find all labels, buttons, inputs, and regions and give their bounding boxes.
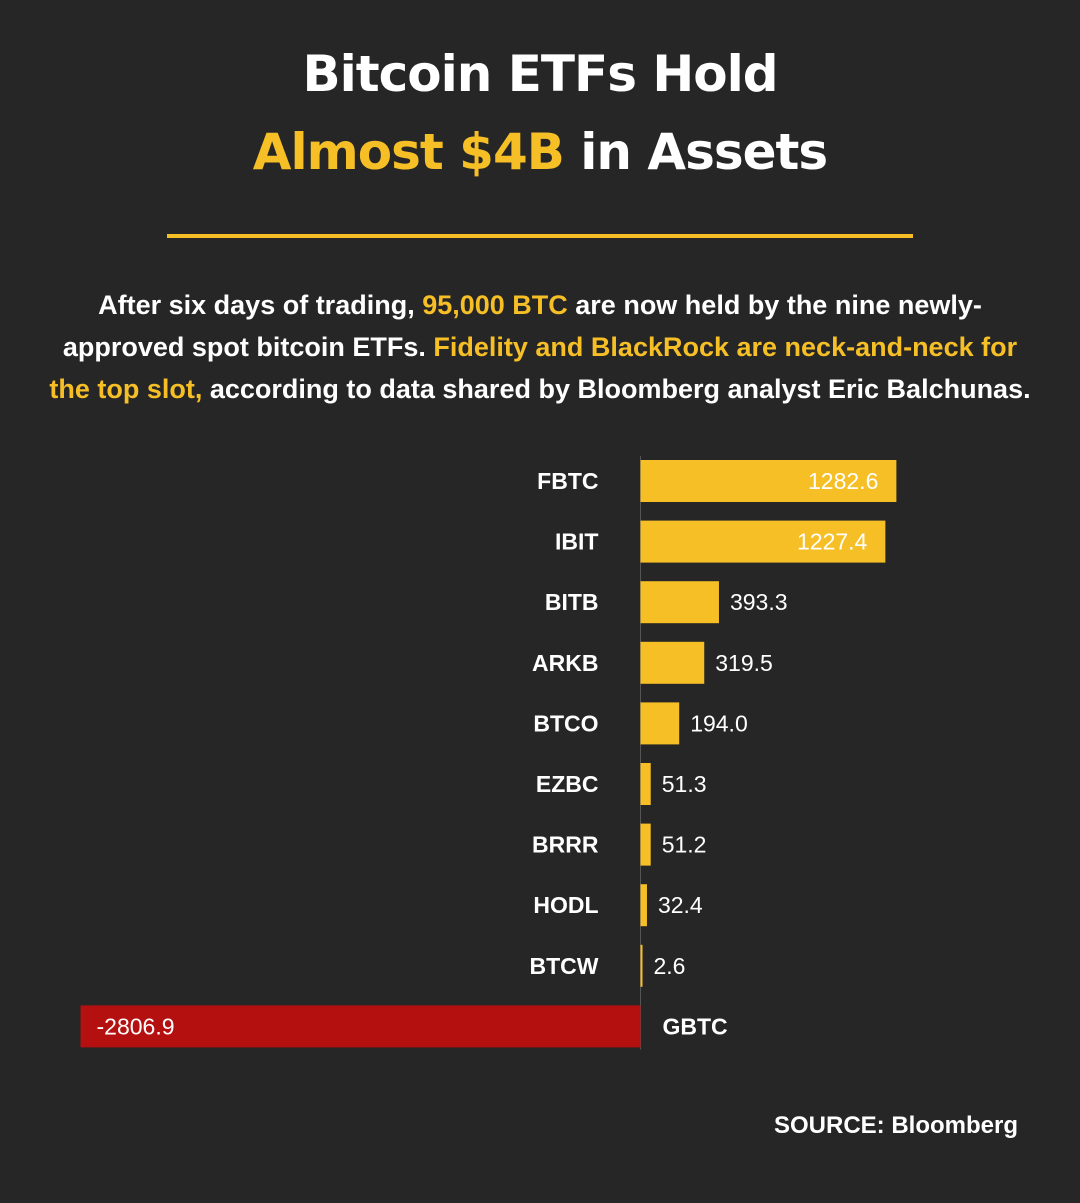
category-label-gbtc: GBTC — [663, 1013, 728, 1039]
category-label-fbtc: FBTC — [537, 468, 598, 494]
bar-arkb — [640, 641, 705, 684]
source-credit: SOURCE: Bloomberg — [773, 1112, 1018, 1139]
intro-paragraph: After six days of trading, 95,000 BTC ar… — [40, 284, 1040, 410]
intro-highlight-top-slot: Fidelity and BlackRock are neck-and-neck… — [49, 332, 1018, 404]
intro-text-3: according to data shared by Bloomberg an… — [202, 374, 1031, 404]
title-highlight: Almost $4B — [252, 123, 565, 181]
bar-hodl — [640, 884, 647, 927]
bar-ibit — [640, 520, 886, 563]
category-label-btcw: BTCW — [530, 953, 599, 979]
chart-title-line1: Bitcoin ETFs Hold — [302, 45, 779, 103]
bar-btco — [640, 702, 680, 745]
bar-fbtc — [640, 460, 897, 502]
category-label-bitb: BITB — [545, 589, 599, 615]
value-label-btco: 194.0 — [690, 710, 748, 736]
bar-gbtc — [80, 1005, 641, 1048]
value-label-bitb: 393.3 — [730, 589, 788, 615]
title-divider — [167, 234, 913, 238]
title-rest: in Assets — [563, 123, 828, 181]
category-label-ibit: IBIT — [555, 529, 598, 555]
intro-highlight-btc: 95,000 BTC — [422, 290, 568, 320]
bar-btcw — [640, 944, 643, 987]
category-label-brrr: BRRR — [532, 832, 599, 858]
value-label-btcw: 2.6 — [654, 953, 686, 979]
category-label-btco: BTCO — [533, 710, 598, 736]
bar-ezbc — [640, 763, 651, 805]
bar-brrr — [640, 823, 651, 866]
value-label-arkb: 319.5 — [715, 650, 773, 676]
category-label-hodl: HODL — [533, 892, 598, 918]
value-label-ibit: 1227.4 — [797, 529, 868, 555]
value-label-ezbc: 51.3 — [662, 771, 707, 797]
intro-text-1: After six days of trading, — [98, 290, 423, 320]
category-label-ezbc: EZBC — [536, 771, 599, 797]
category-label-arkb: ARKB — [532, 650, 598, 676]
bar-bitb — [640, 581, 719, 624]
chart-title-line2: Almost $4B in Assets — [0, 122, 1080, 182]
value-label-fbtc: 1282.6 — [808, 468, 878, 494]
value-label-gbtc: -2806.9 — [97, 1013, 175, 1039]
intro-text-2: are now held by the nine newly-approved … — [62, 290, 982, 362]
value-label-brrr: 51.2 — [662, 832, 707, 858]
value-label-hodl: 32.4 — [658, 892, 703, 918]
